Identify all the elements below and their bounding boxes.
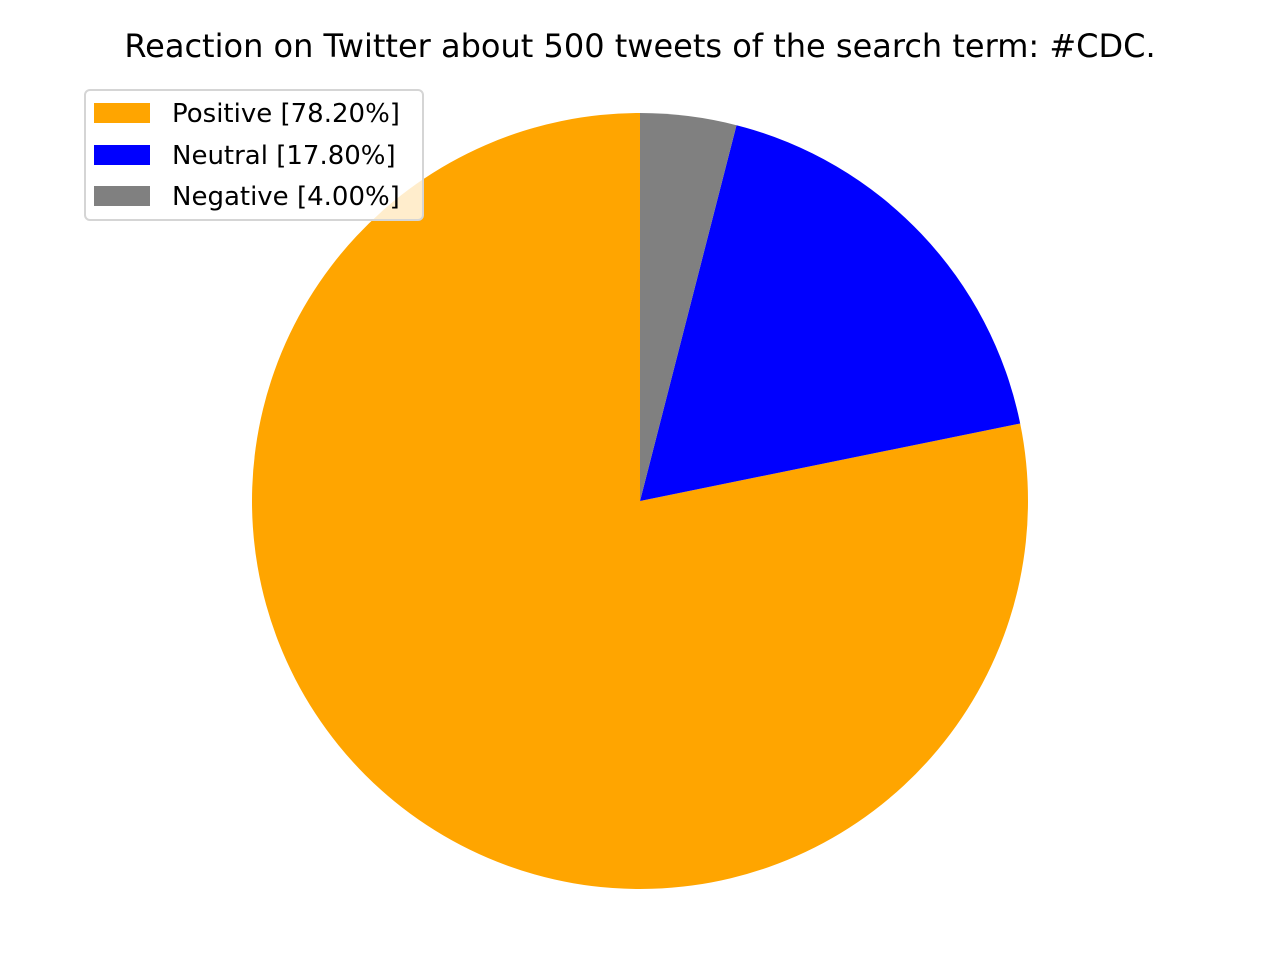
legend-entry-neutral: Neutral [17.80%]: [94, 141, 424, 171]
legend: Positive [78.20%] Neutral [17.80%] Negat…: [84, 89, 424, 221]
chart-title: Reaction on Twitter about 500 tweets of …: [124, 27, 1156, 65]
pie-slice-negative: [640, 113, 737, 501]
pie-slice-positive: [251, 113, 1028, 890]
legend-swatch-positive: [94, 103, 150, 123]
pie-slice-neutral: [640, 125, 1021, 502]
legend-entry-positive: Positive [78.20%]: [94, 99, 424, 129]
legend-label-negative: Negative [4.00%]: [172, 182, 400, 212]
legend-label-positive: Positive [78.20%]: [172, 99, 400, 129]
legend-swatch-negative: [94, 186, 150, 206]
legend-swatch-neutral: [94, 145, 150, 165]
legend-entry-negative: Negative [4.00%]: [94, 182, 424, 212]
legend-label-neutral: Neutral [17.80%]: [172, 141, 396, 171]
